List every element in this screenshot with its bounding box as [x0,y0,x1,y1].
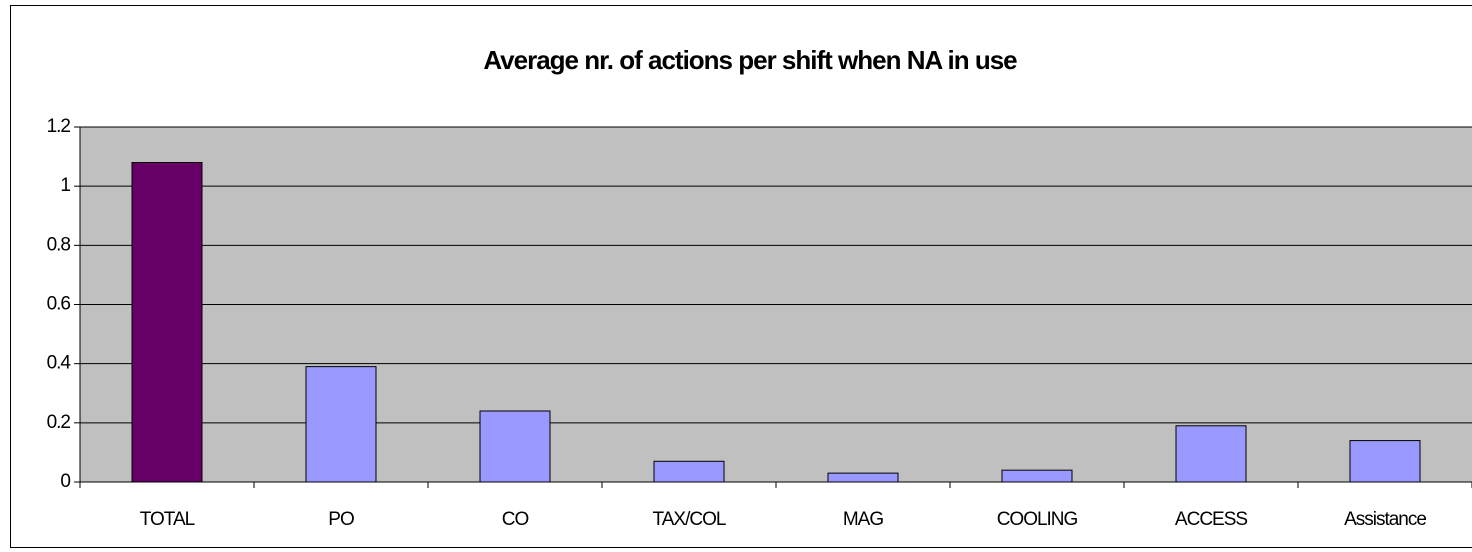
y-tick-label: 1 [60,175,70,196]
bar [1175,425,1247,483]
x-tick-label: Assistance [1344,509,1426,530]
bar [479,410,551,483]
bar [1001,469,1073,483]
y-tick-label: 0.2 [47,412,71,433]
chart-title: Average nr. of actions per shift when NA… [483,45,1017,75]
x-tick-label: PO [328,509,354,530]
x-tick-label: ACCESS [1175,509,1247,530]
bar [305,366,377,483]
y-tick-label: 0.8 [47,234,71,255]
x-tick-label: TAX/COL [653,509,726,530]
bar [131,162,203,483]
bar [1349,440,1421,483]
bar [653,460,725,483]
x-tick-label: TOTAL [140,509,195,530]
y-tick-label: 0.4 [47,353,72,374]
x-tick-label: COOLING [997,509,1078,530]
y-tick-label: 1.2 [47,116,71,137]
bar [827,472,899,483]
y-tick-label: 0.6 [47,294,71,315]
x-tick-label: CO [502,509,529,530]
y-tick-label: 0 [60,471,70,492]
x-tick-label: MAG [843,509,884,530]
